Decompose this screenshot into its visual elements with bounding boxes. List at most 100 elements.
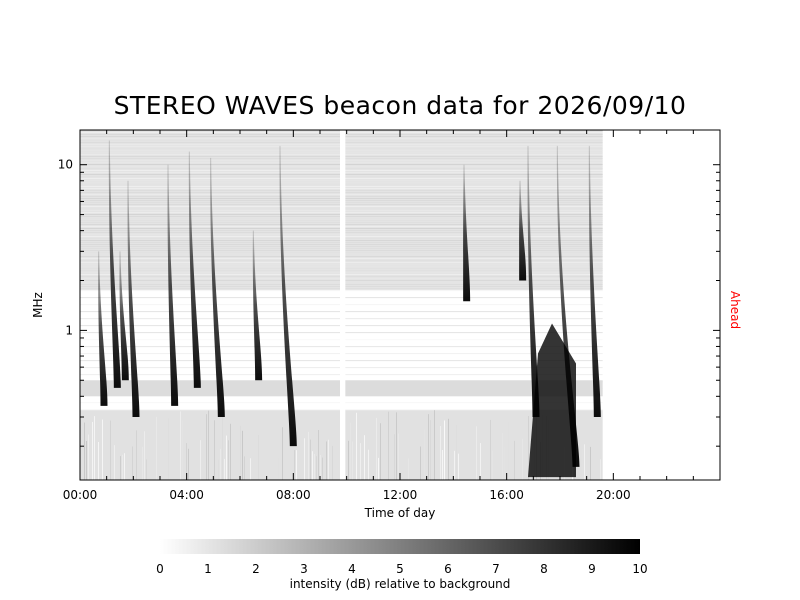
low-band-streak	[360, 443, 361, 480]
colorbar-tick-label: 3	[300, 562, 308, 576]
low-band-streak	[398, 433, 399, 480]
radio-burst	[167, 164, 179, 406]
low-band-streak	[180, 411, 181, 480]
colorbar-tick-label: 4	[348, 562, 356, 576]
low-band-streak	[380, 423, 381, 480]
y-tick-label: 1	[65, 323, 73, 337]
low-band-streak	[182, 420, 183, 480]
low-band-streak	[476, 426, 477, 480]
low-band-streak	[244, 456, 245, 480]
low-band-streak	[230, 423, 231, 480]
low-band-streak	[214, 420, 215, 480]
low-band-streak	[304, 438, 305, 480]
low-band-streak	[480, 443, 481, 480]
low-band-streak	[582, 448, 583, 480]
low-band-streak	[208, 410, 209, 480]
low-band-streak	[332, 445, 333, 480]
colorbar-gradient	[160, 539, 640, 554]
low-band-streak	[368, 449, 369, 480]
y-axis-label: MHz	[31, 292, 45, 318]
low-band-streak	[312, 451, 313, 480]
radio-burst	[556, 145, 580, 467]
radio-burst	[108, 140, 121, 388]
low-band-streak	[282, 427, 283, 480]
low-band-streak	[186, 443, 187, 480]
low-band-streak	[88, 434, 89, 480]
intense-emission-region	[528, 323, 576, 478]
low-band-streak	[258, 435, 259, 480]
x-tick-label: 16:00	[489, 488, 524, 502]
colorbar-ticks: 0 1 2 3 4 5 6 7 8 9 10	[156, 562, 647, 576]
low-band-streak	[144, 431, 145, 480]
low-band-streak	[492, 450, 493, 480]
low-band-streak	[200, 440, 201, 480]
x-tick-label: 00:00	[63, 488, 98, 502]
low-band-streak	[584, 444, 585, 480]
low-band-streak	[206, 414, 207, 480]
low-band-streak	[310, 439, 311, 480]
radio-burst	[188, 151, 201, 388]
low-band-streak	[490, 419, 491, 480]
low-band-streak	[458, 453, 459, 480]
low-band-streak	[124, 453, 125, 480]
radio-burst-layer	[98, 140, 601, 478]
data-gap	[340, 130, 346, 480]
colorbar-tick-label: 10	[632, 562, 647, 576]
low-band-streak	[132, 446, 133, 480]
radio-burst	[252, 230, 263, 381]
low-band-streak	[590, 446, 591, 480]
plot-area	[80, 130, 603, 480]
low-band-streak	[428, 414, 429, 480]
low-band-streak	[296, 450, 297, 480]
colorbar-tick-label: 5	[396, 562, 404, 576]
x-tick-label: 08:00	[276, 488, 311, 502]
x-axis: 00:00 04:00 08:00 12:00 16:00 20:00	[63, 130, 721, 502]
low-band-streak	[420, 446, 421, 480]
low-band-streak	[320, 455, 321, 480]
low-band-streak	[434, 410, 435, 480]
low-band-streak	[156, 416, 157, 480]
low-band-streak	[218, 459, 219, 480]
x-tick-label: 12:00	[383, 488, 418, 502]
spacecraft-label: Ahead	[728, 291, 742, 329]
low-band-streak	[376, 417, 377, 480]
low-band-streak	[242, 430, 243, 480]
low-band-streak	[278, 458, 279, 480]
low-band-streak	[348, 440, 349, 480]
low-band-streak	[408, 458, 409, 480]
colorbar-tick-label: 1	[204, 562, 212, 576]
chart-title: STEREO WAVES beacon data for 2026/09/10	[114, 91, 687, 120]
low-band-streak	[424, 429, 425, 480]
low-band-streak	[250, 458, 251, 480]
low-band-streak	[514, 440, 515, 480]
low-band-streak	[442, 449, 443, 480]
low-band-streak	[326, 441, 327, 480]
radio-burst	[588, 145, 601, 418]
low-band-streak	[86, 440, 87, 480]
low-band-streak	[136, 430, 137, 480]
low-band-streak	[504, 447, 505, 480]
low-band-streak	[430, 420, 431, 480]
low-band-streak	[146, 459, 147, 480]
low-band-streak	[98, 441, 99, 480]
low-band-streak	[142, 446, 143, 480]
low-band-streak	[350, 422, 351, 480]
low-band-streak	[454, 450, 455, 480]
colorbar-tick-label: 6	[444, 562, 452, 576]
low-band-streak	[396, 412, 397, 480]
low-band-streak	[352, 441, 353, 480]
low-band-streak	[224, 458, 225, 480]
low-band-streak	[364, 435, 365, 480]
low-band-streak	[308, 431, 309, 480]
low-band-streak	[600, 459, 601, 480]
low-band-streak	[394, 434, 395, 480]
low-band-streak	[508, 422, 509, 480]
radio-burst	[279, 145, 297, 447]
radio-burst	[210, 157, 225, 418]
colorbar-label: intensity (dB) relative to background	[290, 577, 511, 591]
low-band-streak	[102, 419, 103, 480]
low-band-streak	[318, 430, 319, 480]
x-tick-label: 04:00	[169, 488, 204, 502]
colorbar-tick-label: 0	[156, 562, 164, 576]
low-band-streak	[122, 454, 123, 480]
